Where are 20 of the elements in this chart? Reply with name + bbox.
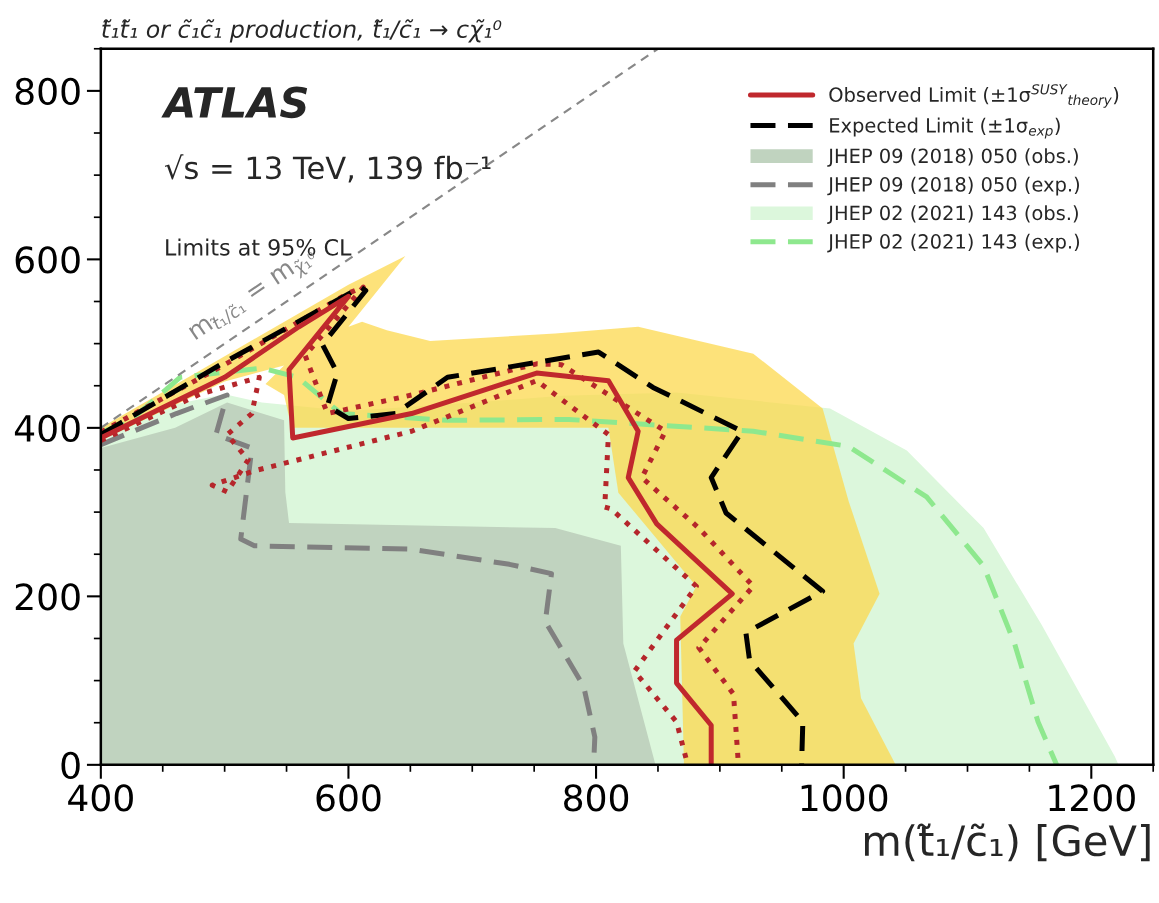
x-tick-label: 800 xyxy=(564,784,629,812)
annotation: √s = 13 TeV, 139 fb⁻¹ xyxy=(164,154,491,183)
x-tick-label: 1200 xyxy=(1049,784,1135,812)
x-tick-label: 1000 xyxy=(801,784,888,812)
chart-title: t̃₁t̃₁ or c̃₁c̃₁ production, t̃₁/c̃₁ → cχ̃₁⁰ xyxy=(102,19,502,43)
y-tick-label: 200 xyxy=(15,583,80,611)
x-axis-title: m(t̃₁/c̃₁) [GeV] xyxy=(865,823,1150,862)
y-tick-label: 400 xyxy=(14,414,80,443)
legend-label: Observed Limit (±1σ$^{SUSY}$$_{theory}$) xyxy=(829,84,1119,108)
y-tick-label: 600 xyxy=(15,246,80,274)
legend-label: JHEP 02 (2021) 143 (obs.) xyxy=(827,205,1078,224)
y-tick-label: 800 xyxy=(15,77,80,106)
legend-label: Expected Limit (±1σ$_{exp}$) xyxy=(830,117,1060,139)
legend-label: JHEP 09 (2018) 050 (exp.) xyxy=(827,176,1080,196)
x-tick-label: 400 xyxy=(68,784,133,812)
legend-label: JHEP 02 (2021) 143 (exp.) xyxy=(827,233,1080,253)
x-tick-label: 600 xyxy=(316,784,381,812)
annotation: ATLAS xyxy=(161,86,308,119)
y-tick-label: 0 xyxy=(61,751,80,780)
legend-label: JHEP 09 (2018) 050 (obs.) xyxy=(827,148,1078,167)
